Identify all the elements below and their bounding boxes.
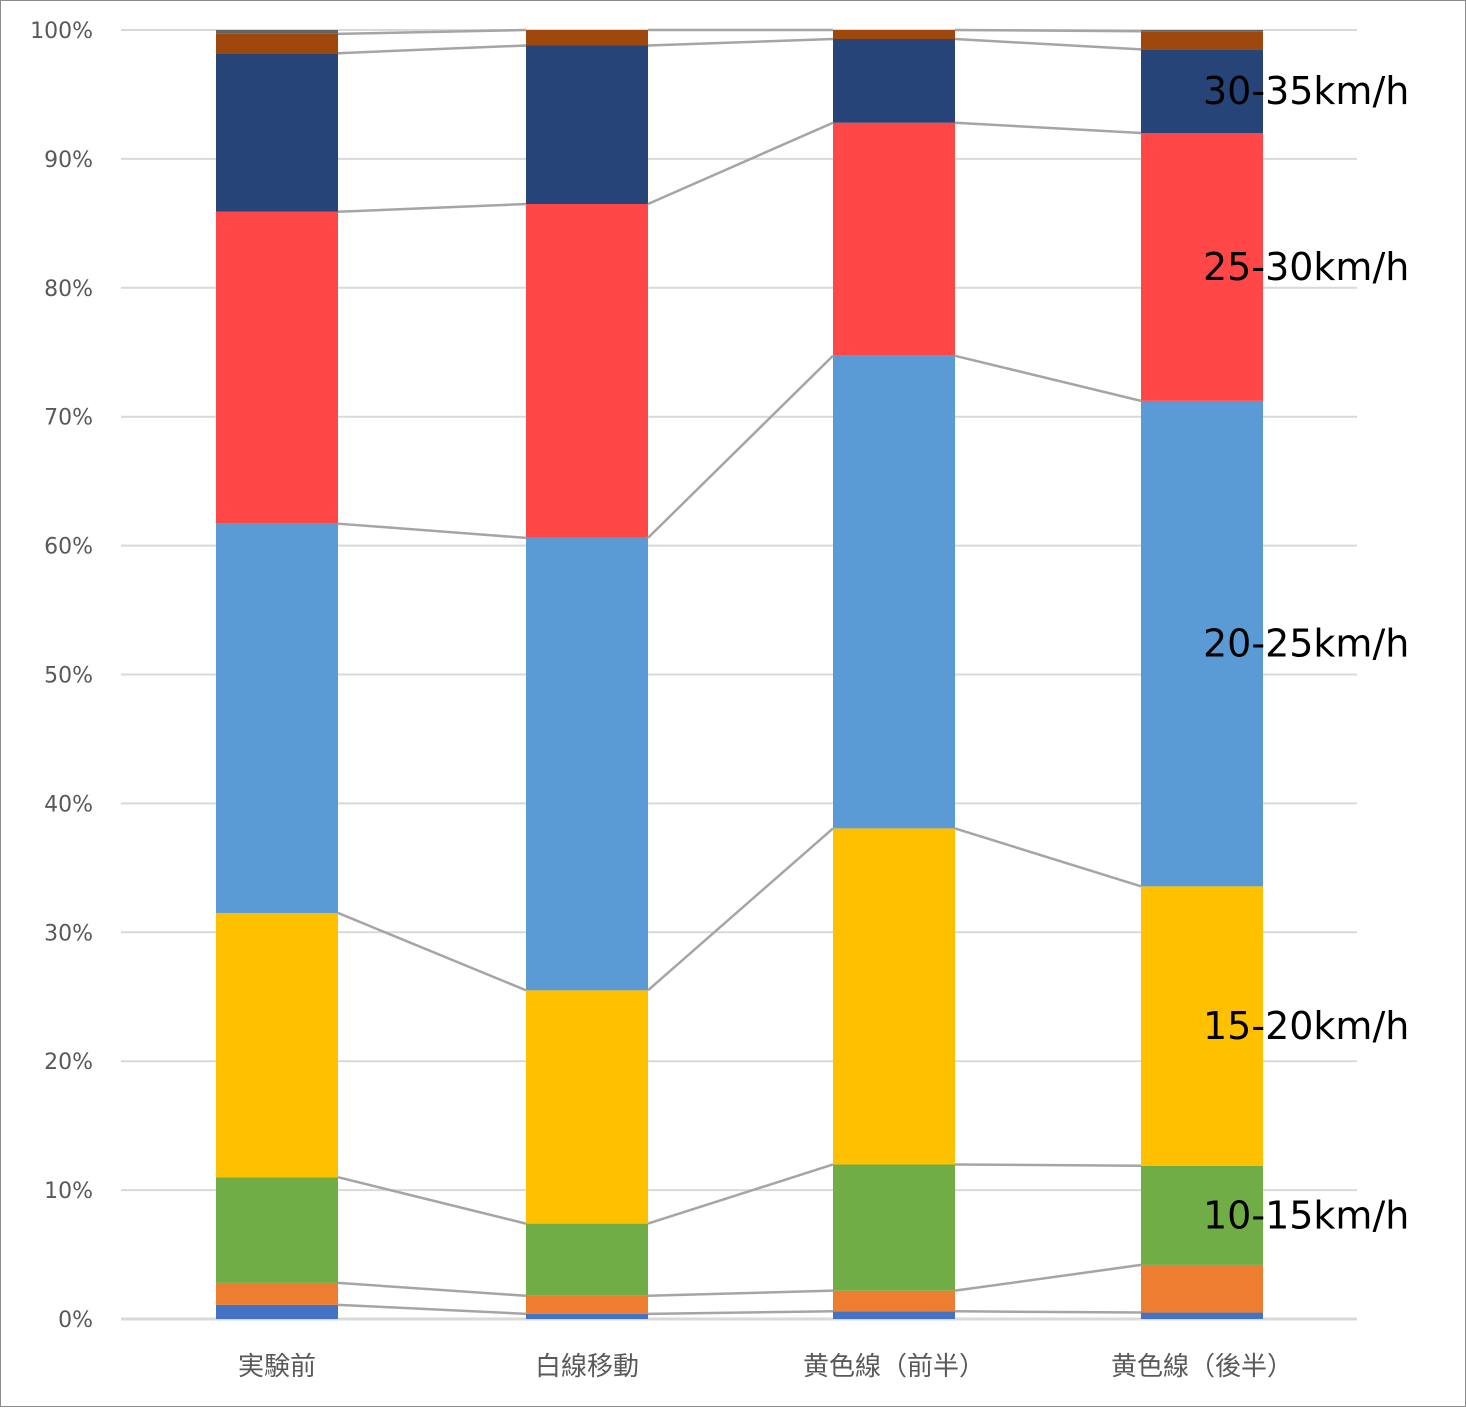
y-tick-label: 60% <box>44 535 93 560</box>
bar-segment <box>1141 1312 1263 1319</box>
series-label: 15-20km/h <box>1203 1004 1409 1048</box>
x-axis-category-labels: 実験前 白線移動 黄色線（前半） 黄色線（後半） <box>238 1352 1293 1382</box>
series-connector-line <box>954 1263 1142 1292</box>
series-connector-line <box>337 44 527 55</box>
bar-segment <box>216 211 338 524</box>
series-label: 20-25km/h <box>1203 622 1409 666</box>
bar-segment <box>526 1313 648 1319</box>
bar-segment <box>833 1311 955 1319</box>
bar-segment <box>526 45 648 205</box>
series-connector-line <box>954 121 1142 135</box>
x-category-label: 黄色線（前半） <box>803 1352 985 1382</box>
series-connector-lines <box>337 28 1142 1316</box>
bar-segment <box>1141 1165 1263 1265</box>
series-connector-line <box>954 28 1142 33</box>
y-tick-label: 100% <box>30 19 93 44</box>
series-connector-line <box>337 522 527 540</box>
y-tick-label: 30% <box>44 921 93 946</box>
y-tick-label: 20% <box>44 1050 93 1075</box>
bar-segment <box>526 30 648 46</box>
series-connector-line <box>647 121 834 206</box>
bar-segment <box>216 53 338 212</box>
bar-segment <box>526 990 648 1224</box>
bar-segment <box>1141 31 1263 50</box>
series-connector-line <box>954 354 1142 403</box>
bar-segment <box>833 828 955 1165</box>
bar-segment <box>1141 1264 1263 1313</box>
y-tick-label: 0% <box>58 1308 93 1333</box>
bar-segment <box>526 537 648 991</box>
bar-segment <box>216 1282 338 1305</box>
y-tick-label: 90% <box>44 148 93 173</box>
bar-segment <box>833 122 955 356</box>
bar-segment <box>526 1295 648 1314</box>
series-connector-line <box>647 1289 834 1298</box>
series-connector-line <box>647 37 834 47</box>
series-connector-line <box>647 827 834 992</box>
series-connector-line <box>337 1303 527 1316</box>
bar-segment <box>833 1164 955 1291</box>
bar-segment <box>833 39 955 123</box>
bars <box>216 30 1263 1319</box>
y-tick-label: 40% <box>44 792 93 817</box>
bar-segment <box>1141 400 1263 887</box>
bar-segment <box>833 355 955 829</box>
series-label: 30-35km/h <box>1203 69 1409 113</box>
bar-segment <box>1141 133 1263 401</box>
y-tick-label: 80% <box>44 277 93 302</box>
y-tick-label: 70% <box>44 406 93 431</box>
series-connector-line <box>647 1310 834 1316</box>
series-connector-line <box>337 28 527 36</box>
bar-segment <box>216 33 338 54</box>
series-connector-line <box>954 827 1142 888</box>
bar-segment <box>1141 49 1263 134</box>
x-category-label: 白線移動 <box>535 1352 639 1382</box>
y-tick-label: 10% <box>44 1179 93 1204</box>
series-connector-line <box>647 1163 834 1225</box>
y-axis-tick-labels: 0% 10% 20% 30% 40% 50% 60% 70% 80% 90% 100% <box>30 19 93 1333</box>
series-connector-line <box>337 1175 527 1225</box>
bar-segment <box>1141 886 1263 1166</box>
series-label: 25-30km/h <box>1203 245 1409 289</box>
bar-segment <box>1141 30 1263 32</box>
series-connector-line <box>337 911 527 992</box>
bar-segment <box>216 30 338 34</box>
series-connector-line <box>954 1163 1142 1168</box>
bar-segment <box>216 912 338 1178</box>
x-category-label: 黄色線（後半） <box>1111 1352 1293 1382</box>
x-category-label: 実験前 <box>238 1352 316 1382</box>
series-direct-labels: 10-15km/h 15-20km/h 20-25km/h 25-30km/h 30-3… <box>1203 69 1409 1237</box>
series-connector-line <box>954 37 1142 51</box>
bar-segment <box>216 1304 338 1319</box>
bar-segment <box>526 204 648 538</box>
y-tick-label: 50% <box>44 664 93 689</box>
series-label: 10-15km/h <box>1203 1193 1409 1237</box>
bar-segment <box>216 523 338 913</box>
series-connector-line <box>337 1281 527 1298</box>
bar-segment <box>216 1177 338 1283</box>
bar-segment <box>833 1290 955 1312</box>
bar-segment <box>526 1223 648 1296</box>
series-connector-line <box>954 1310 1142 1314</box>
series-connector-line <box>647 354 834 539</box>
series-connector-line <box>337 202 527 213</box>
bar-segment <box>833 30 955 40</box>
